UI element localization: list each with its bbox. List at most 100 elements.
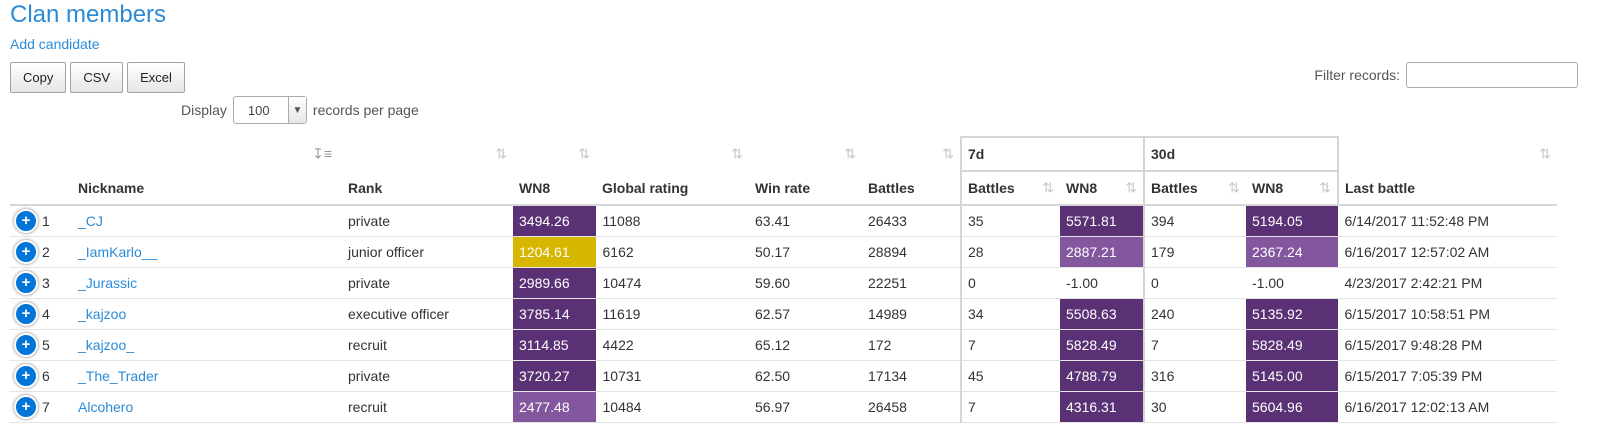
row-control[interactable]: + [10, 329, 38, 361]
expand-plus-icon[interactable]: + [14, 270, 38, 295]
row-control[interactable]: + [10, 298, 38, 330]
chevron-down-icon[interactable]: ▼ [287, 97, 306, 123]
last-battle-cell: 6/15/2017 7:05:39 PM [1338, 360, 1557, 392]
global-rating-cell: 6162 [596, 236, 749, 268]
sort-icon[interactable]: ⇅ [731, 145, 743, 162]
nickname-cell: _Jurassic [72, 267, 342, 299]
copy-button[interactable]: Copy [10, 62, 67, 93]
sort-asc-icon[interactable]: ↧≡ [312, 145, 332, 162]
sort-icon[interactable]: ⇅ [578, 145, 590, 162]
expand-plus-icon[interactable]: + [14, 363, 38, 388]
sort-header-rank[interactable]: ⇅ [342, 137, 513, 171]
wn8-7d-cell: 4316.31 [1060, 391, 1145, 423]
column-header-rank[interactable]: Rank [342, 171, 513, 206]
nickname-link[interactable]: _CJ [78, 212, 103, 229]
row-control[interactable]: + [10, 236, 38, 268]
sort-icon[interactable]: ⇅ [844, 145, 856, 162]
page-title: Clan members [10, 1, 167, 28]
wn8-30d-cell: 5135.92 [1246, 298, 1339, 330]
nickname-link[interactable]: _The_Trader [78, 367, 159, 384]
battles-7d-cell: 45 [960, 360, 1060, 392]
sort-icon[interactable]: ⇅ [1125, 179, 1137, 196]
sort-icon[interactable]: ⇅ [1228, 179, 1240, 196]
nickname-link[interactable]: _kajzoo_ [78, 336, 135, 353]
table-row: +6 _The_Trader private 3720.27 10731 62.50 171… [10, 360, 1557, 392]
rank-cell: recruit [342, 391, 513, 423]
sort-icon[interactable]: ⇅ [1042, 179, 1054, 196]
win-rate-cell: 62.50 [749, 360, 862, 392]
sort-icon[interactable]: ⇅ [1319, 179, 1331, 196]
battles-cell: 22251 [862, 267, 961, 299]
csv-button[interactable]: CSV [70, 62, 124, 93]
sort-icon[interactable]: ⇅ [942, 145, 954, 162]
column-header-wn8[interactable]: WN8 [513, 171, 596, 206]
win-rate-cell: 59.60 [749, 267, 862, 299]
nickname-link[interactable]: _Jurassic [78, 274, 138, 291]
filter-input[interactable] [1406, 62, 1578, 88]
sort-header-nickname[interactable]: ↧≡ [10, 137, 342, 171]
global-rating-cell: 10474 [596, 267, 749, 299]
win-rate-cell: 63.41 [749, 205, 862, 237]
nickname-link[interactable]: _kajzoo [78, 305, 127, 322]
last-battle-cell: 6/16/2017 12:02:13 AM [1338, 391, 1557, 423]
page-length-select[interactable]: 100 ▼ [232, 96, 307, 124]
battles-30d-cell: 240 [1143, 298, 1246, 330]
battles-30d-cell: 316 [1143, 360, 1246, 392]
sort-header-battles[interactable]: ⇅ [862, 137, 961, 171]
row-index: 3 [36, 267, 72, 299]
nickname-cell: _The_Trader [72, 360, 342, 392]
add-candidate-link[interactable]: Add candidate [10, 36, 100, 52]
row-control[interactable]: + [10, 391, 38, 423]
rank-cell: private [342, 205, 513, 237]
sort-header-win-rate[interactable]: ⇅ [749, 137, 862, 171]
nickname-cell: Alcohero [72, 391, 342, 423]
wn8-30d-cell: -1.00 [1246, 267, 1339, 299]
nickname-link[interactable]: _IamKarlo__ [78, 243, 158, 260]
sort-icon[interactable]: ⇅ [495, 145, 507, 162]
wn8-cell: 3720.27 [513, 360, 597, 392]
excel-button[interactable]: Excel [127, 62, 185, 93]
sort-header-wn8[interactable]: ⇅ [513, 137, 596, 171]
column-header-nickname[interactable]: Nickname [72, 171, 342, 206]
page-length-value: 100 [247, 102, 270, 118]
column-header-win-rate[interactable]: Win rate [749, 171, 862, 206]
column-header-7d-wn8[interactable]: WN8 ⇅ [1060, 171, 1145, 206]
nickname-cell: _IamKarlo__ [72, 236, 342, 268]
wn8-cell: 3785.14 [513, 298, 597, 330]
expand-plus-icon[interactable]: + [14, 208, 38, 233]
column-header-global-rating[interactable]: Global rating [596, 171, 749, 206]
global-rating-cell: 11619 [596, 298, 749, 330]
column-header-battles[interactable]: Battles [862, 171, 961, 206]
last-battle-cell: 6/15/2017 10:58:51 PM [1338, 298, 1557, 330]
expand-plus-icon[interactable]: + [14, 301, 38, 326]
column-header-7d-battles[interactable]: Battles ⇅ [960, 171, 1060, 206]
sort-icon[interactable]: ⇅ [1539, 145, 1551, 162]
nickname-link[interactable]: Alcohero [78, 398, 134, 415]
wn8-7d-cell: 5571.81 [1060, 205, 1145, 237]
wn8-7d-cell: 5828.49 [1060, 329, 1145, 361]
win-rate-cell: 65.12 [749, 329, 862, 361]
battles-30d-cell: 0 [1143, 267, 1246, 299]
expand-plus-icon[interactable]: + [14, 239, 38, 264]
column-header-30d-wn8[interactable]: WN8 ⇅ [1246, 171, 1339, 206]
sort-header-global-rating[interactable]: ⇅ [596, 137, 749, 171]
records-per-page: Display 100 ▼ records per page [181, 96, 419, 124]
column-header-30d-battles[interactable]: Battles ⇅ [1143, 171, 1246, 206]
rank-cell: private [342, 267, 513, 299]
export-buttons: Copy CSV Excel [10, 62, 189, 93]
wn8-cell: 2477.48 [513, 391, 597, 423]
group-header-30d: 30d [1143, 136, 1339, 172]
column-header-last-battle[interactable]: Last battle [1338, 171, 1557, 206]
rank-cell: recruit [342, 329, 513, 361]
wn8-7d-cell: 4788.79 [1060, 360, 1145, 392]
expand-plus-icon[interactable]: + [14, 332, 38, 357]
last-battle-cell: 6/14/2017 11:52:48 PM [1338, 205, 1557, 237]
expand-plus-icon[interactable]: + [14, 394, 38, 419]
column-header-7d-wn8-label: WN8 [1066, 180, 1098, 196]
group-header-7d: 7d [960, 136, 1145, 172]
row-control[interactable]: + [10, 267, 38, 299]
sort-header-last-battle[interactable]: ⇅ [1338, 137, 1557, 171]
row-control[interactable]: + [10, 360, 38, 392]
row-control[interactable]: + [10, 205, 38, 237]
global-rating-cell: 11088 [596, 205, 749, 237]
